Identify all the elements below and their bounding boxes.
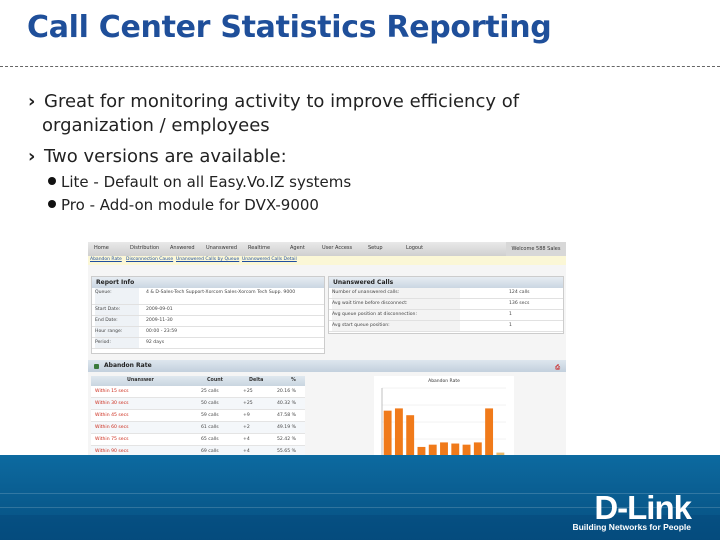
link-unanswered-by-queue[interactable]: Unanswered Calls by Queue bbox=[176, 257, 240, 262]
report-screenshot: Home Distribution Answered Unanswered Re… bbox=[88, 242, 566, 460]
unanswered-calls-title: Unanswered Calls bbox=[329, 277, 563, 288]
chevron-right-icon: › bbox=[28, 91, 36, 112]
tab-logout[interactable]: Logout bbox=[406, 245, 424, 251]
pdf-export-icon[interactable]: ⎙ bbox=[555, 364, 560, 371]
tab-setup[interactable]: Setup bbox=[368, 245, 383, 251]
bullet-versions: › Two versions are available: bbox=[28, 145, 287, 169]
welcome-label: Welcome 588 Sales bbox=[506, 242, 566, 256]
abandon-rate-header: Abandon Rate ⎙ bbox=[88, 360, 566, 372]
table-row: Within 30 secs 50 calls +25 40.32 % bbox=[91, 398, 305, 410]
table-row: Within 45 secs 59 calls +9 47.58 % bbox=[91, 410, 305, 422]
chart-bar bbox=[473, 442, 482, 456]
bullet-text-continued: organization / employees bbox=[42, 115, 270, 136]
info-row: Queue: 4 & D-Sales-Tech Support-Xorcom Sa… bbox=[92, 288, 324, 305]
link-abandon-rate[interactable]: Abandon Rate bbox=[90, 257, 122, 262]
info-row: Period: 92 days bbox=[92, 338, 324, 349]
tab-home[interactable]: Home bbox=[94, 245, 109, 251]
footer-band: D-Link Building Networks for People bbox=[0, 455, 720, 540]
unanswered-calls-panel: Unanswered Calls Number of unanswered ca… bbox=[328, 276, 564, 334]
info-row: End Date: 2009-11-30 bbox=[92, 316, 324, 327]
abandon-rate-title: Abandon Rate bbox=[104, 362, 152, 369]
tab-realtime[interactable]: Realtime bbox=[248, 245, 271, 251]
info-row: Avg queue position at disconnection: 1 bbox=[329, 310, 563, 321]
footer-lower-shade bbox=[0, 515, 720, 540]
bullet-dot-icon bbox=[48, 199, 56, 208]
table-header: Unanswer Count Delta % bbox=[91, 376, 305, 386]
chart-bar bbox=[451, 443, 460, 456]
chart-bar bbox=[485, 408, 494, 456]
chart-bar bbox=[496, 452, 505, 456]
report-info-panel: Report Info Queue: 4 & D-Sales-Tech Suppo… bbox=[91, 276, 325, 354]
table-row: Within 60 secs 61 calls +2 49.19 % bbox=[91, 422, 305, 434]
abandon-rate-table: Unanswer Count Delta % Within 15 secs 25 … bbox=[91, 376, 305, 458]
top-nav: Home Distribution Answered Unanswered Re… bbox=[88, 242, 566, 257]
tab-user-access[interactable]: User Access bbox=[322, 245, 353, 251]
d-link-logo: D-Link bbox=[594, 489, 692, 526]
table-row: Within 75 secs 65 calls +4 52.42 % bbox=[91, 434, 305, 446]
sub-nav: Abandon Rate Disconnection Cause Unanswe… bbox=[88, 256, 566, 265]
report-info-title: Report Info bbox=[92, 277, 324, 288]
chart-bar bbox=[428, 444, 437, 456]
chart-bar bbox=[406, 415, 415, 456]
chart-bar bbox=[462, 444, 471, 456]
chart-bar bbox=[394, 408, 403, 456]
bullet-dot-icon bbox=[48, 176, 56, 185]
sub-bullet-text: Lite - Default on all Easy.Vo.IZ systems bbox=[61, 173, 352, 191]
info-row: Avg wait time before disconnect: 136 secs bbox=[329, 299, 563, 310]
link-unanswered-detail[interactable]: Unanswered Calls Detail bbox=[242, 257, 297, 262]
info-row: Start Date: 2009-09-01 bbox=[92, 305, 324, 316]
bullet-monitoring: › Great for monitoring activity to improv… bbox=[28, 90, 519, 138]
footer-background bbox=[0, 455, 720, 540]
bullet-text: Two versions are available: bbox=[44, 146, 287, 167]
bullet-text: Great for monitoring activity to improve… bbox=[44, 91, 520, 112]
chevron-right-icon: › bbox=[28, 146, 36, 167]
sub-bullet-lite: Lite - Default on all Easy.Vo.IZ systems bbox=[48, 172, 351, 192]
chart-title: Abandon Rate bbox=[428, 378, 460, 384]
tab-unanswered[interactable]: Unanswered bbox=[206, 245, 238, 251]
info-row: Hour range: 00:00 - 23:59 bbox=[92, 327, 324, 338]
abandon-rate-chart: Abandon Rate bbox=[374, 376, 514, 460]
footer-texture bbox=[0, 493, 720, 508]
chart-bar bbox=[440, 442, 448, 456]
sub-bullet-pro: Pro - Add-on module for DVX-9000 bbox=[48, 195, 319, 215]
chart-bars bbox=[383, 408, 505, 456]
sub-bullet-text: Pro - Add-on module for DVX-9000 bbox=[61, 196, 319, 214]
title-divider bbox=[0, 66, 720, 67]
chart-bar bbox=[417, 446, 426, 456]
footer-tagline: Building Networks for People bbox=[572, 522, 691, 532]
tab-agent[interactable]: Agent bbox=[290, 245, 305, 251]
abandon-rate-chart-svg: Abandon Rate bbox=[381, 378, 506, 457]
info-row: Number of unanswered calls: 124 calls bbox=[329, 288, 563, 299]
slide-title: Call Center Statistics Reporting bbox=[27, 10, 552, 45]
info-row: Avg start queue position: 1 bbox=[329, 321, 563, 332]
link-disconnection-cause[interactable]: Disconnection Cause bbox=[126, 257, 174, 262]
tab-answered[interactable]: Answered bbox=[170, 245, 195, 251]
collapse-icon[interactable] bbox=[94, 364, 99, 369]
chart-bar bbox=[383, 410, 392, 456]
table-row: Within 15 secs 25 calls +25 20.16 % bbox=[91, 386, 305, 398]
tab-distribution[interactable]: Distribution bbox=[130, 245, 160, 251]
